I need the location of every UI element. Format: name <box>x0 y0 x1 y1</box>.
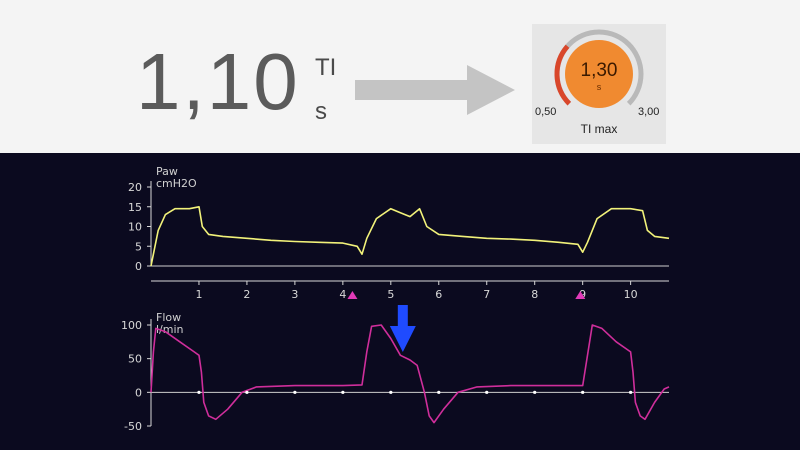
down-arrow-icon <box>389 305 416 352</box>
flow-title: Flow <box>156 311 181 324</box>
knob-max-label: 3,00 <box>638 106 660 118</box>
right-arrow-icon <box>355 65 515 115</box>
paw-waveform <box>150 205 670 267</box>
time-dot <box>581 390 585 394</box>
ti-current-value: 1,10 <box>136 37 300 126</box>
paw-y-tick-label: 15 <box>128 201 142 214</box>
ti-max-knob[interactable]: 1,30 s 0,50 3,00 TI max <box>532 24 666 144</box>
breath-markers <box>197 291 633 394</box>
flow-y-tick-label: -50 <box>124 420 142 433</box>
time-tick-label: 3 <box>291 288 298 301</box>
flow-unit: l/min <box>156 323 184 336</box>
time-tick-label: 5 <box>387 288 394 301</box>
knob-title: TI max <box>580 122 618 136</box>
time-dot <box>197 390 201 394</box>
breath-trigger-marker <box>575 291 586 299</box>
knob-value: 1,30 <box>580 60 618 81</box>
time-dot <box>245 390 249 394</box>
flow-y-tick-label: 0 <box>135 386 142 399</box>
time-tick-label: 10 <box>624 288 638 301</box>
paw-unit: cmH2O <box>156 177 197 190</box>
knob-unit: s <box>596 82 602 92</box>
time-dot <box>629 390 633 394</box>
ti-setting-panel: 1,10 TI s 1,30 s 0,50 3,00 TI max <box>0 0 800 153</box>
time-tick-label: 4 <box>339 288 346 301</box>
flow-y-tick-label: 50 <box>128 353 142 366</box>
knob-dial[interactable] <box>532 24 666 144</box>
ti-parameter-name: TI <box>315 54 337 81</box>
flow-waveform <box>150 324 670 424</box>
knob-min-label: 0,50 <box>535 106 557 118</box>
time-tick-label: 8 <box>531 288 538 301</box>
time-dot <box>485 390 489 394</box>
time-dot <box>437 390 441 394</box>
flow-y-tick-label: 100 <box>121 319 142 332</box>
time-dot <box>341 390 345 394</box>
paw-title: Paw <box>156 165 178 178</box>
paw-y-tick-label: 20 <box>128 181 142 194</box>
time-tick-label: 2 <box>243 288 250 301</box>
time-dot <box>533 390 537 394</box>
breath-trigger-marker <box>347 291 358 299</box>
ti-parameter-unit: s <box>315 98 327 125</box>
paw-y-tick-label: 0 <box>135 260 142 273</box>
paw-y-tick-label: 10 <box>128 221 142 234</box>
knob-progress <box>554 44 572 106</box>
time-tick-label: 6 <box>435 288 442 301</box>
knob-center <box>565 40 633 108</box>
time-tick-label: 9 <box>579 288 586 301</box>
time-dot <box>389 390 393 394</box>
time-tick-label: 7 <box>483 288 490 301</box>
time-dot <box>293 390 297 394</box>
time-tick-label: 1 <box>195 288 202 301</box>
paw-y-tick-label: 5 <box>135 240 142 253</box>
